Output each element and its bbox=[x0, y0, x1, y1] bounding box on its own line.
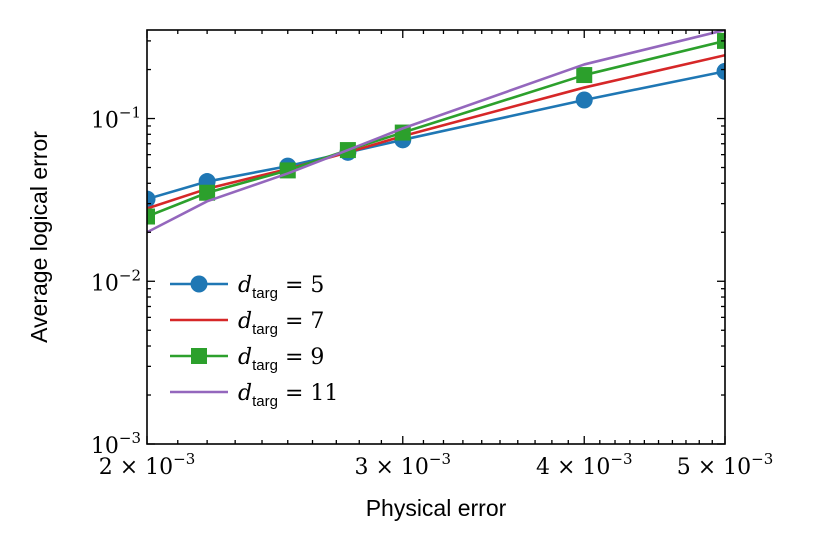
series-line-1 bbox=[147, 70, 725, 201]
series-line-3 bbox=[147, 39, 725, 218]
y-tick-label: 10−2 bbox=[91, 266, 141, 296]
x-tick-label: 4 × 10−3 bbox=[536, 450, 633, 480]
x-tick-label: 3 × 10−3 bbox=[354, 450, 451, 480]
legend-item: dtarg = 7 bbox=[170, 309, 324, 338]
plot-frame bbox=[146, 29, 726, 445]
data-point bbox=[394, 124, 411, 141]
x-axis-label: Physical error bbox=[366, 495, 507, 521]
x-tick-label: 5 × 10−3 bbox=[677, 450, 774, 480]
legend-label: dtarg = 7 bbox=[238, 309, 324, 338]
legend-label: dtarg = 9 bbox=[238, 345, 324, 374]
y-axis-label: Average logical error bbox=[26, 131, 52, 343]
data-point bbox=[576, 67, 593, 84]
series-line-4 bbox=[147, 30, 725, 234]
x-tick-label: 2 × 10−3 bbox=[99, 450, 196, 480]
legend-label: dtarg = 5 bbox=[238, 273, 324, 302]
legend-item: dtarg = 11 bbox=[170, 381, 338, 410]
data-point bbox=[716, 62, 725, 80]
legend-item: dtarg = 9 bbox=[170, 345, 324, 374]
axis-ticks: 10−3 10−2 10−1 2 × 10−3 3 × 10−3 4 × 10−3 5 × … bbox=[91, 30, 773, 480]
data-point bbox=[575, 91, 593, 109]
data-point bbox=[147, 208, 155, 225]
plot-marks bbox=[147, 30, 725, 234]
legend-marker bbox=[190, 275, 208, 293]
legend-label: dtarg = 11 bbox=[238, 381, 338, 410]
y-tick-label: 10−1 bbox=[91, 104, 141, 134]
legend: dtarg = 5 dtarg = 7 dtarg = 9 dtarg = 11 bbox=[170, 273, 338, 410]
data-point bbox=[199, 184, 216, 201]
legend-item: dtarg = 5 bbox=[170, 273, 324, 302]
series-area bbox=[147, 30, 725, 234]
legend-marker bbox=[191, 348, 207, 364]
y-tick-label: 10−3 bbox=[91, 429, 141, 459]
